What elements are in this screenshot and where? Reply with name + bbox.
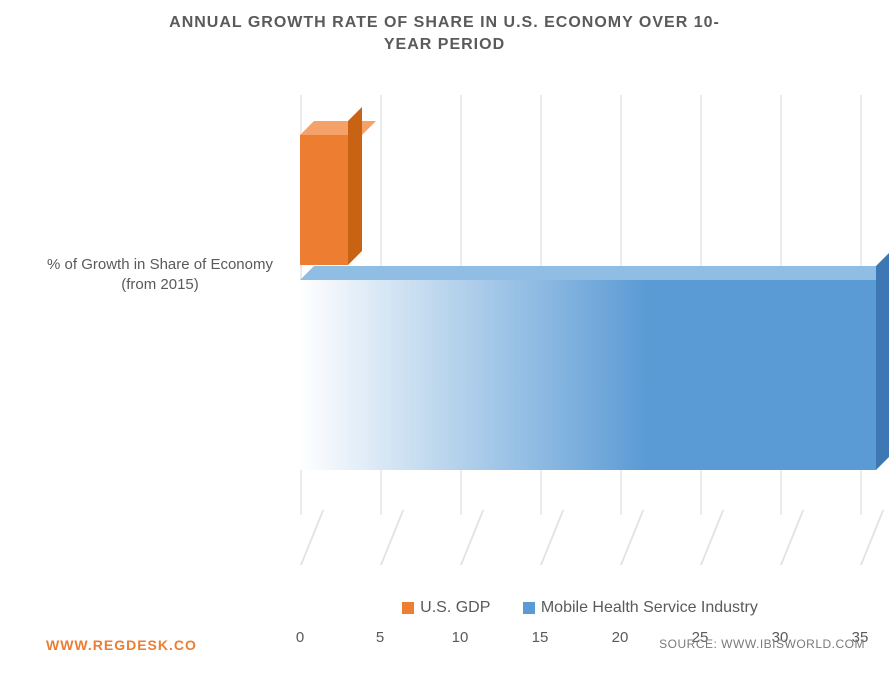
chart-title-line1: ANNUAL GROWTH RATE OF SHARE IN U.S. ECON… bbox=[169, 14, 720, 31]
legend-swatch bbox=[402, 602, 414, 614]
floor-tick bbox=[620, 510, 644, 565]
chart-title-line2: YEAR PERIOD bbox=[384, 36, 505, 53]
footer-source-right: SOURCE: WWW.IBISWORLD.COM bbox=[659, 637, 865, 651]
x-tick-label: 20 bbox=[612, 629, 629, 646]
legend-item-mobile-health: Mobile Health Service Industry bbox=[523, 599, 758, 617]
bar-front bbox=[300, 135, 348, 265]
bar-mobile-health-service-industry bbox=[300, 280, 876, 470]
floor-tick bbox=[380, 510, 404, 565]
floor-tick bbox=[460, 510, 484, 565]
bar-side-face bbox=[348, 107, 362, 265]
floor-tick bbox=[300, 510, 324, 565]
y-category-label: % of Growth in Share of Economy (from 20… bbox=[30, 255, 290, 296]
footer-source-left: WWW.REGDESK.CO bbox=[46, 637, 197, 653]
y-category-label-line1: % of Growth in Share of Economy bbox=[47, 256, 273, 273]
x-tick-label: 15 bbox=[532, 629, 549, 646]
chart-title: ANNUAL GROWTH RATE OF SHARE IN U.S. ECON… bbox=[0, 12, 889, 55]
legend-label: U.S. GDP bbox=[420, 599, 490, 617]
bar-u-s-gdp bbox=[300, 135, 348, 265]
bar-side-face bbox=[876, 252, 889, 470]
x-tick-label: 10 bbox=[452, 629, 469, 646]
x-tick-label: 0 bbox=[296, 629, 304, 646]
floor-tick bbox=[780, 510, 804, 565]
floor-tick bbox=[540, 510, 564, 565]
bar-front bbox=[300, 280, 876, 470]
floor-tick bbox=[860, 510, 884, 565]
legend: U.S. GDP Mobile Health Service Industry bbox=[300, 599, 860, 619]
floor-plane bbox=[300, 510, 860, 565]
floor-tick bbox=[700, 510, 724, 565]
bar-top-face bbox=[300, 266, 889, 280]
y-category-label-line2: (from 2015) bbox=[121, 276, 199, 293]
plot-area: 05101520253035 bbox=[300, 95, 860, 515]
x-tick-label: 5 bbox=[376, 629, 384, 646]
legend-label: Mobile Health Service Industry bbox=[541, 599, 758, 617]
legend-item-us-gdp: U.S. GDP bbox=[402, 599, 490, 617]
legend-swatch bbox=[523, 602, 535, 614]
